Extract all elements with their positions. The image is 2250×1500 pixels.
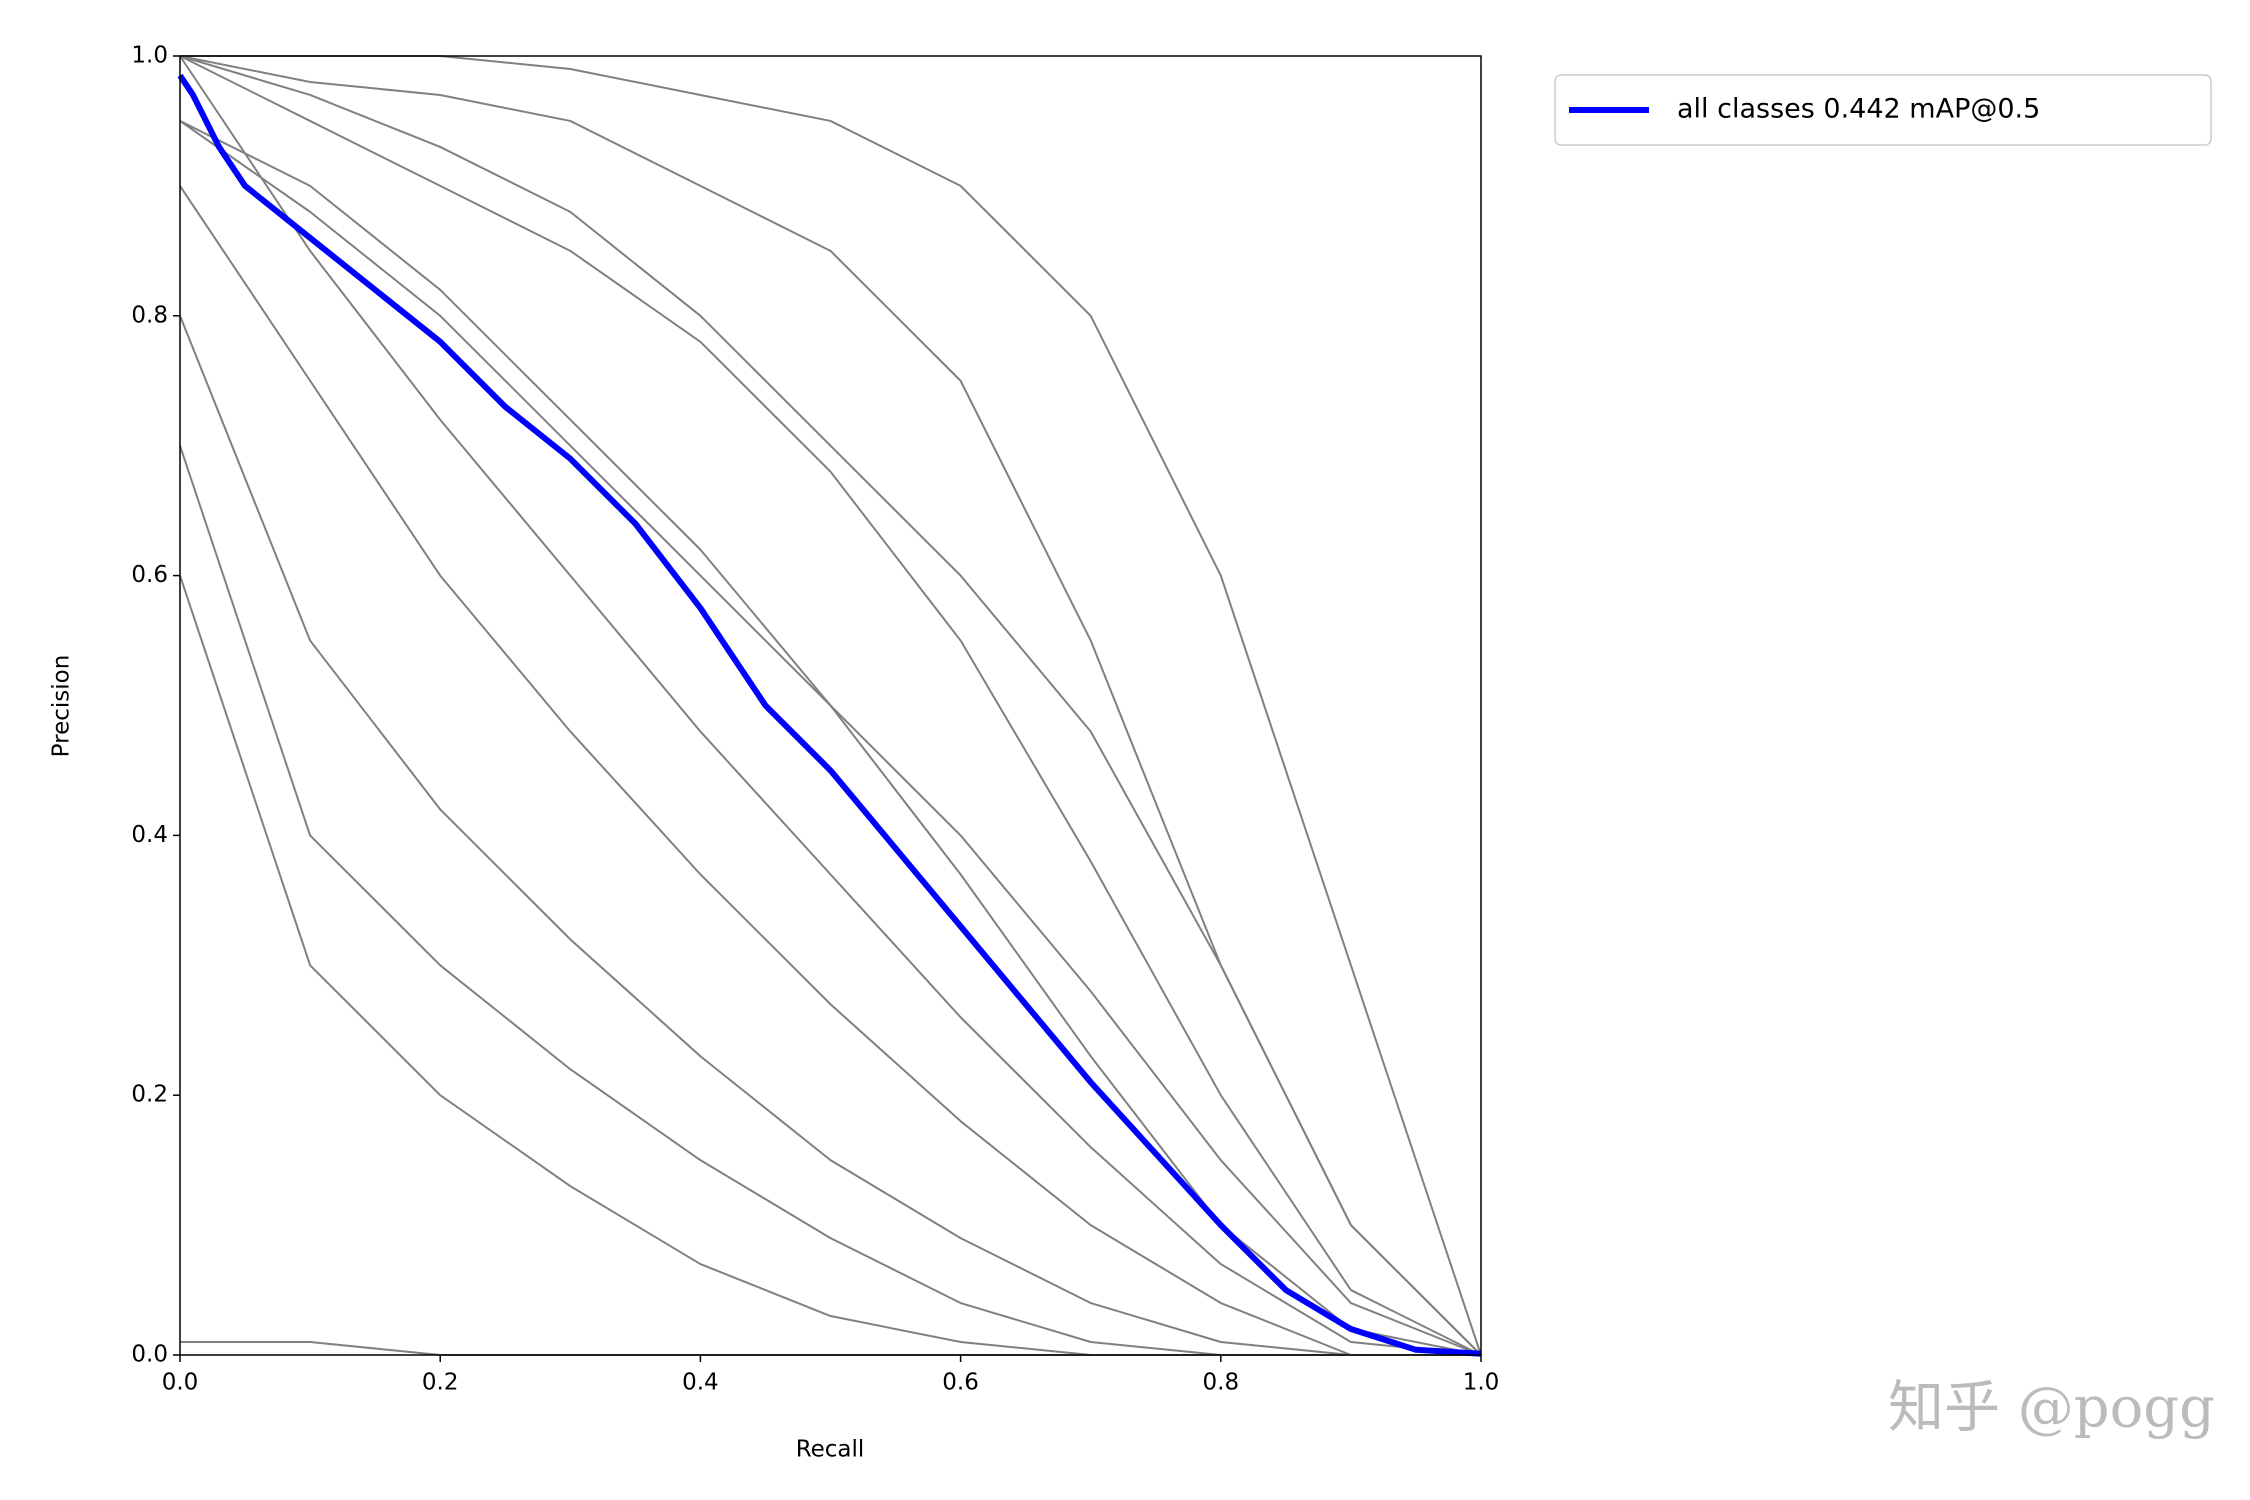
class-pr-curve [179, 120, 1482, 1356]
y-axis-label: Precision [49, 655, 75, 758]
y-tick-label: 0.6 [131, 562, 168, 588]
mean-pr-curve [177, 73, 1482, 1357]
watermark: 知乎 @pogg [1888, 1376, 2215, 1441]
class-pr-curve [179, 120, 1482, 1356]
x-tick-label: 1.0 [1463, 1370, 1500, 1396]
class-pr-curve [179, 55, 1482, 1356]
x-tick-label: 0.6 [942, 1370, 979, 1396]
y-tick-label: 0.4 [131, 822, 168, 848]
x-axis-label: Recall [796, 1437, 865, 1463]
y-tick-label: 1.0 [131, 43, 168, 69]
y-tick-label: 0.0 [131, 1342, 168, 1368]
y-tick-label: 0.2 [131, 1082, 168, 1108]
y-tick-label: 0.8 [131, 302, 168, 328]
class-pr-curve [179, 55, 1482, 1356]
x-tick-label: 0.2 [422, 1370, 459, 1396]
class-pr-curve [179, 445, 1481, 1356]
legend-box [1554, 74, 2212, 146]
legend-label: all classes 0.442 mAP@0.5 [1677, 94, 2040, 125]
x-tick-label: 0.0 [162, 1370, 199, 1396]
class-pr-curve [179, 315, 1481, 1356]
x-tick-label: 0.8 [1203, 1370, 1240, 1396]
x-tick-label: 0.4 [682, 1370, 719, 1396]
class-pr-curve [179, 185, 1481, 1356]
plot-frame [179, 55, 1482, 1356]
class-pr-curve [179, 55, 1482, 1356]
